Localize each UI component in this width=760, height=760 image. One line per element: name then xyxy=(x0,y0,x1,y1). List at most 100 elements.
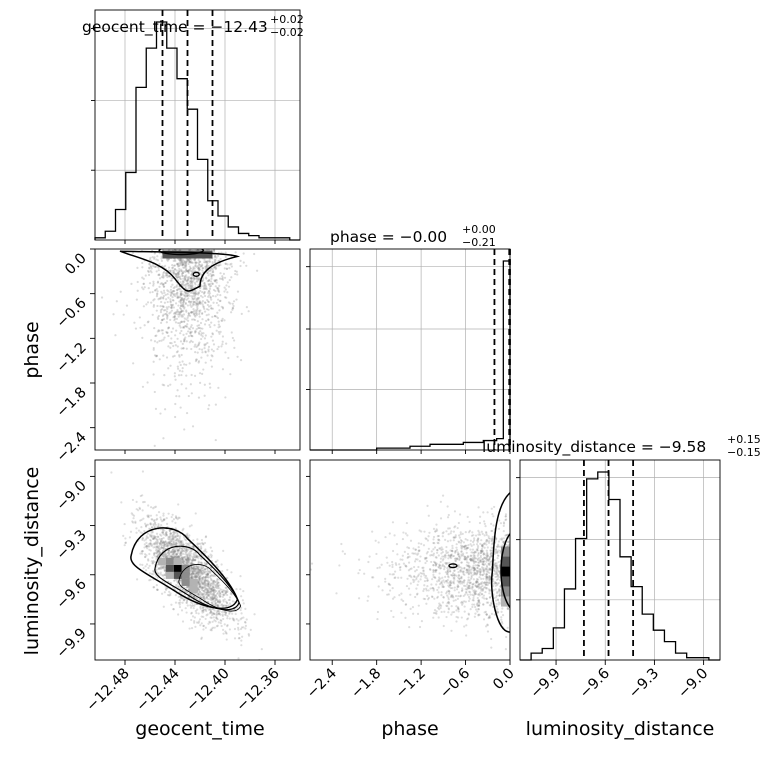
scatter-point xyxy=(159,571,162,574)
scatter-point xyxy=(207,584,210,587)
scatter-point xyxy=(163,544,166,547)
scatter-point xyxy=(443,610,446,613)
scatter-point xyxy=(455,615,458,619)
scatter-point xyxy=(209,611,213,614)
scatter-point xyxy=(451,594,454,597)
scatter-point xyxy=(181,282,184,285)
scatter-point xyxy=(162,530,165,533)
scatter-point xyxy=(194,302,198,305)
scatter-point xyxy=(142,500,145,504)
scatter-point xyxy=(427,596,430,600)
scatter-point xyxy=(475,572,478,575)
scatter-point xyxy=(179,275,182,278)
scatter-point xyxy=(468,529,472,532)
scatter-point xyxy=(195,310,198,314)
scatter-point xyxy=(239,608,242,612)
scatter-point xyxy=(164,313,167,316)
scatter-point xyxy=(213,619,216,622)
scatter-point xyxy=(167,327,170,330)
scatter-point xyxy=(490,539,494,543)
scatter-point xyxy=(497,570,500,573)
scatter-point xyxy=(201,593,204,596)
scatter-point xyxy=(143,546,146,549)
scatter-point xyxy=(199,583,202,586)
scatter-point xyxy=(154,523,157,527)
scatter-point xyxy=(482,570,485,573)
scatter-point xyxy=(441,532,444,535)
scatter-point xyxy=(214,278,217,282)
scatter-point xyxy=(159,573,162,576)
scatter-point xyxy=(186,316,189,319)
scatter-point xyxy=(195,555,198,558)
scatter-point xyxy=(196,555,199,558)
scatter-point xyxy=(400,611,403,614)
scatter-point xyxy=(194,609,197,613)
scatter-point xyxy=(407,587,411,590)
scatter-point xyxy=(442,585,445,589)
scatter-point xyxy=(202,292,206,295)
scatter-point xyxy=(482,618,486,621)
scatter-point xyxy=(185,332,188,335)
scatter-point xyxy=(199,599,202,602)
scatter-point xyxy=(391,587,394,590)
scatter-point xyxy=(175,553,179,556)
scatter-point xyxy=(190,612,193,615)
scatter-point xyxy=(436,541,439,544)
scatter-point xyxy=(223,276,227,279)
scatter-point xyxy=(170,306,173,310)
scatter-point xyxy=(495,566,499,569)
scatter-point xyxy=(475,580,478,583)
scatter-point xyxy=(174,549,177,553)
scatter-point xyxy=(157,266,160,269)
scatter-point xyxy=(450,605,453,608)
scatter-point xyxy=(198,618,202,621)
scatter-point xyxy=(461,570,464,573)
scatter-point xyxy=(195,574,198,577)
scatter-point xyxy=(166,551,169,554)
scatter-point xyxy=(168,312,171,315)
scatter-point xyxy=(165,555,168,559)
scatter-point xyxy=(198,300,202,303)
scatter-point xyxy=(180,309,184,312)
scatter-point xyxy=(452,539,455,542)
scatter-point xyxy=(462,541,465,544)
scatter-point xyxy=(163,301,167,304)
scatter-point xyxy=(223,623,226,626)
scatter-point xyxy=(217,605,220,608)
scatter-point xyxy=(187,596,190,599)
scatter-point xyxy=(157,329,160,332)
scatter-point xyxy=(214,295,217,298)
scatter-point xyxy=(156,554,160,557)
scatter-point xyxy=(157,511,161,514)
scatter-point xyxy=(179,540,183,543)
scatter-point xyxy=(192,595,195,598)
scatter-point xyxy=(491,513,494,516)
scatter-point xyxy=(187,327,190,330)
scatter-point xyxy=(207,350,210,353)
scatter-point xyxy=(214,603,217,606)
scatter-point xyxy=(221,368,225,371)
scatter-point xyxy=(159,566,162,569)
scatter-point xyxy=(490,522,493,525)
scatter-point xyxy=(450,553,453,556)
scatter-point xyxy=(472,566,476,569)
scatter-point xyxy=(176,292,179,295)
scatter-point xyxy=(421,566,424,569)
scatter-point xyxy=(458,541,461,544)
scatter-point xyxy=(423,574,426,577)
scatter-point xyxy=(192,545,195,548)
scatter-point xyxy=(172,259,175,262)
scatter-point xyxy=(469,572,473,575)
scatter-point xyxy=(155,551,158,554)
scatter-point xyxy=(169,540,172,543)
scatter-point xyxy=(471,599,474,602)
scatter-point xyxy=(183,339,186,342)
scatter-point xyxy=(483,569,486,572)
scatter-point xyxy=(187,588,191,592)
scatter-point xyxy=(186,291,189,294)
scatter-point xyxy=(447,608,450,611)
scatter-point xyxy=(165,274,168,277)
hist-phase-frame xyxy=(309,248,511,451)
scatter-point xyxy=(491,536,494,539)
scatter-point xyxy=(197,268,200,271)
